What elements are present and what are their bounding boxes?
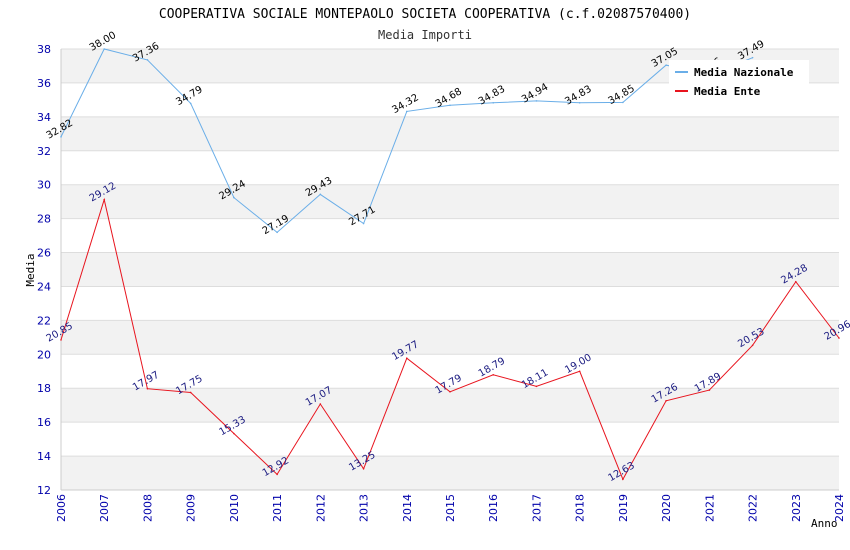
y-tick-label: 28 [37,213,51,226]
grid-band [61,354,839,389]
legend-label-1: Media Ente [694,85,761,98]
data-point [622,478,624,481]
x-tick-label: 2017 [530,494,543,522]
y-axis-ticks: 12 14 16 18 20 22 24 26 28 30 32 34 36 38 [37,43,51,497]
x-tick-label: 2022 [747,494,760,522]
chart-title: COOPERATIVA SOCIALE MONTEPAOLO SOCIETA C… [159,7,691,22]
data-point [276,473,278,476]
data-point [578,101,581,104]
legend-box [669,60,809,102]
data-point [189,391,192,394]
data-point [622,101,624,104]
series-lines [60,48,840,481]
data-point [60,339,62,341]
grid-band [61,286,839,321]
y-tick-label: 20 [37,348,51,361]
x-tick-label: 2023 [790,494,803,522]
chart-subtitle: Media Importi [378,28,472,42]
gridlines [60,48,839,491]
y-tick-label: 30 [37,179,51,192]
y-tick-label: 22 [37,314,51,327]
data-point [405,110,408,113]
x-axis-label: Anno [811,517,838,530]
x-tick-label: 2010 [228,494,241,522]
y-tick-label: 34 [37,111,51,124]
x-axis-ticks: 2006 2007 2008 2009 2010 2011 2012 2013 2014 2015… [55,494,846,522]
data-point [362,467,365,470]
x-tick-label: 2007 [98,494,111,522]
y-tick-label: 26 [37,247,51,260]
data-point [492,101,495,104]
plot-bands [61,49,839,490]
data-point [60,136,62,138]
x-tick-label: 2011 [271,494,284,522]
x-tick-label: 2006 [55,494,68,522]
legend-label-0: Media Nazionale [694,66,794,79]
data-point [233,432,235,435]
data-point [838,337,840,339]
grid-band [61,184,839,219]
data-point [103,198,106,201]
data-point [319,193,322,196]
y-tick-label: 18 [37,382,51,395]
y-tick-label: 38 [37,43,51,56]
x-tick-label: 2020 [660,494,673,522]
data-point [751,56,754,59]
data-point [449,104,451,107]
grid-band [61,218,839,253]
data-point [319,403,322,405]
data-point [535,100,538,102]
data-point [189,102,192,105]
data-point [362,222,365,225]
x-tick-label: 2019 [617,494,630,522]
grid-band [61,320,839,355]
y-tick-label: 16 [37,416,51,429]
x-tick-label: 2012 [314,494,327,522]
data-point [578,370,581,373]
data-point [708,389,711,391]
data-point [535,385,538,388]
data-point [492,374,495,376]
grid-band [61,116,839,151]
x-tick-label: 2024 [833,494,846,522]
y-tick-label: 24 [37,280,51,293]
x-tick-label: 2009 [185,494,198,522]
y-tick-label: 36 [37,77,51,90]
grid-band [61,150,839,185]
data-point [103,48,106,50]
data-point [665,399,667,402]
x-tick-label: 2015 [444,494,457,522]
x-tick-label: 2008 [141,494,154,522]
grid-band [61,456,839,490]
data-point [794,280,797,283]
grid-band [61,422,839,457]
y-tick-label: 14 [37,450,51,463]
legend: Media Nazionale Media Ente [669,60,809,102]
data-point [665,64,667,66]
x-tick-label: 2018 [574,494,587,522]
data-point [233,196,235,199]
data-point [449,390,451,393]
y-tick-label: 12 [37,484,51,497]
x-tick-label: 2016 [487,494,500,522]
data-point [276,231,278,234]
x-tick-label: 2014 [401,494,414,522]
data-point [751,344,754,347]
y-tick-label: 32 [37,145,51,158]
x-tick-label: 2013 [358,494,371,522]
data-point [146,387,149,390]
grid-band [61,252,839,287]
x-tick-label: 2021 [703,494,716,522]
data-point [146,59,149,61]
y-axis-label: Media [24,253,37,286]
grid-band [61,388,839,423]
data-point [405,357,408,360]
